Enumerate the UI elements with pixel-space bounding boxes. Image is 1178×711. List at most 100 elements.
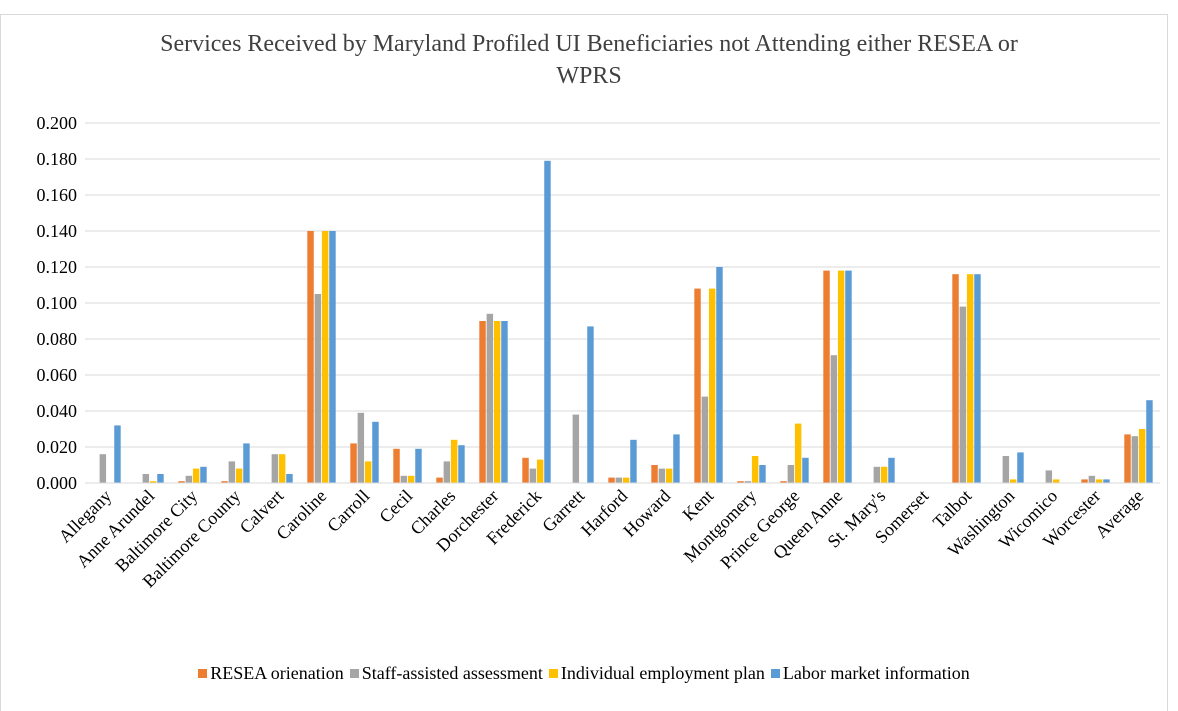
bar xyxy=(701,396,709,483)
chart-title: Services Received by Maryland Profiled U… xyxy=(160,31,1018,89)
bar xyxy=(529,468,537,483)
y-tick-label: 0.160 xyxy=(37,185,78,205)
bar xyxy=(673,434,680,483)
legend-item: Individual employment plan xyxy=(548,663,765,684)
bar xyxy=(1045,470,1053,483)
bar xyxy=(486,313,494,483)
bar xyxy=(1017,452,1024,483)
bar xyxy=(845,270,852,483)
bar xyxy=(1052,479,1060,483)
bar xyxy=(694,288,701,483)
bar xyxy=(658,468,666,483)
bar xyxy=(307,231,314,483)
bar xyxy=(780,481,787,483)
bar xyxy=(192,468,200,483)
x-tick-label: Howard xyxy=(619,486,674,541)
bar xyxy=(329,231,336,483)
bar xyxy=(407,475,415,483)
bar xyxy=(615,477,623,483)
y-tick-label: 0.200 xyxy=(37,113,78,133)
bar xyxy=(1103,479,1110,483)
bar xyxy=(286,474,293,483)
bar xyxy=(630,439,637,483)
bar xyxy=(321,231,329,483)
bar xyxy=(1081,479,1088,483)
bar xyxy=(608,477,615,483)
bar xyxy=(1002,456,1010,483)
bar xyxy=(1124,434,1131,483)
y-tick-label: 0.020 xyxy=(37,437,78,457)
y-tick-label: 0.080 xyxy=(37,329,78,349)
y-tick-label: 0.140 xyxy=(37,221,78,241)
bar xyxy=(436,477,443,483)
y-tick-label: 0.040 xyxy=(37,401,78,421)
bar xyxy=(787,465,795,483)
bar xyxy=(314,294,322,483)
bar xyxy=(450,439,458,483)
bar xyxy=(200,466,207,483)
x-tick-label: Carroll xyxy=(323,486,373,536)
bar xyxy=(759,465,766,483)
bar xyxy=(479,321,486,483)
bar xyxy=(737,481,744,483)
bar xyxy=(1146,400,1153,483)
bar xyxy=(837,270,845,483)
bar xyxy=(873,466,881,483)
bar xyxy=(157,474,164,483)
bar xyxy=(271,454,279,483)
bar xyxy=(1131,436,1139,483)
bar xyxy=(400,475,408,483)
y-tick-label: 0.000 xyxy=(37,473,78,493)
bar xyxy=(372,421,379,483)
y-tick-label: 0.060 xyxy=(37,365,78,385)
bar xyxy=(114,425,121,483)
bar xyxy=(1009,479,1017,483)
bar xyxy=(221,481,228,483)
bar xyxy=(415,448,422,483)
bar xyxy=(544,160,551,484)
bar xyxy=(536,459,544,483)
legend-label: Individual employment plan xyxy=(560,663,765,683)
bar xyxy=(1138,429,1146,483)
bar xyxy=(823,270,830,483)
legend-label: Staff-assisted assessment xyxy=(361,663,543,683)
chart-frame xyxy=(0,14,1168,711)
bar xyxy=(364,461,372,483)
bar xyxy=(443,461,451,483)
bar xyxy=(278,454,286,483)
bar xyxy=(751,456,759,483)
bar xyxy=(966,274,974,483)
legend-swatch xyxy=(349,669,359,678)
y-tick-label: 0.180 xyxy=(37,149,78,169)
legend: RESEA orienation Staff-assisted assessmen… xyxy=(0,663,1168,684)
bar xyxy=(235,468,243,483)
bar xyxy=(802,457,809,483)
bar xyxy=(830,355,838,483)
bar xyxy=(185,475,193,483)
bar xyxy=(622,477,630,483)
bar xyxy=(708,288,716,483)
bar xyxy=(243,443,250,483)
bar xyxy=(142,474,150,483)
bar xyxy=(458,445,465,483)
bar xyxy=(149,481,157,483)
bar xyxy=(522,457,529,483)
bar xyxy=(1088,475,1096,483)
bar xyxy=(974,274,981,483)
bar xyxy=(350,443,357,483)
bar xyxy=(587,326,594,483)
legend-label: RESEA orienation xyxy=(210,663,344,683)
bar xyxy=(1095,479,1103,483)
y-tick-label: 0.120 xyxy=(37,257,78,277)
bar xyxy=(572,414,580,483)
bar xyxy=(493,321,501,483)
bar xyxy=(357,412,365,483)
bar xyxy=(959,306,967,483)
legend-swatch xyxy=(198,669,208,678)
legend-item: RESEA orienation xyxy=(198,663,344,684)
x-tick-label: Average xyxy=(1091,486,1147,542)
bar xyxy=(178,481,185,483)
bar xyxy=(501,321,508,483)
